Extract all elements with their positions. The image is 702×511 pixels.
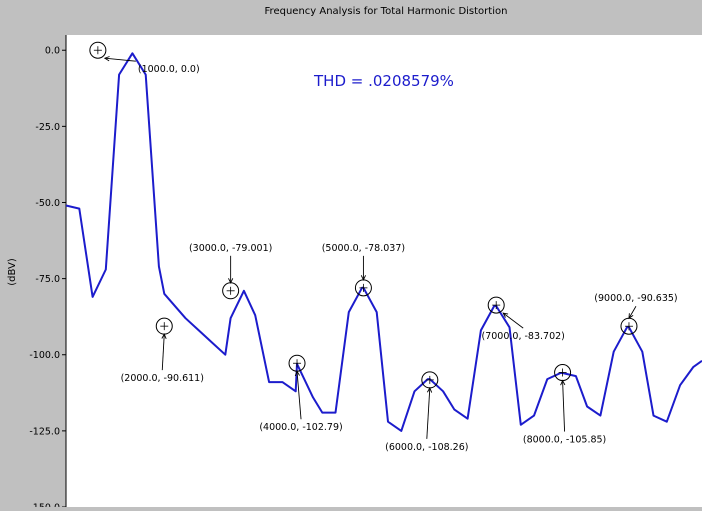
plot-area	[66, 35, 702, 507]
marker-arrowhead	[560, 379, 566, 386]
y-tick-label: -75.0	[35, 274, 60, 285]
marker-arrowhead	[628, 313, 634, 320]
harmonic-marker: (2000.0, -90.611)	[121, 317, 204, 384]
marker-leader	[161, 334, 165, 371]
y-tick-label: -50.0	[35, 198, 60, 209]
harmonic-marker: (4000.0, -102.79)	[259, 354, 343, 433]
chart-title: Frequency Analysis for Total Harmonic Di…	[265, 6, 508, 17]
marker-label: (3000.0, -79.001)	[189, 243, 272, 254]
y-tick-label: -125.0	[29, 426, 60, 437]
marker-leader	[426, 387, 431, 439]
y-tick-label: -100.0	[29, 350, 60, 361]
marker-leader	[296, 371, 302, 420]
marker-arrowhead	[161, 333, 167, 339]
marker-label: (2000.0, -90.611)	[121, 373, 204, 384]
y-axis-label: (dBV)	[7, 258, 18, 286]
marker-leader	[628, 305, 637, 319]
marker-label: (4000.0, -102.79)	[259, 422, 342, 433]
line-layer	[65, 52, 702, 432]
marker-label: (6000.0, -108.26)	[385, 442, 468, 453]
marker-label: (9000.0, -90.635)	[594, 293, 677, 304]
y-axis: 0.0 -25.0 -50.0 -75.0 -100.0 -125.0 -150.0	[29, 35, 67, 511]
harmonic-marker: (8000.0, -105.85)	[523, 364, 606, 446]
harmonic-marker: (9000.0, -90.635)	[594, 293, 678, 335]
harmonic-marker: (7000.0, -83.702)	[482, 296, 565, 342]
y-tick-label: 0.0	[45, 46, 60, 57]
marker-leader	[502, 312, 524, 329]
marker-arrowhead	[360, 275, 366, 281]
marker-arrowhead	[426, 386, 433, 393]
harmonic-marker: (1000.0, 0.0)	[89, 41, 200, 75]
marker-label: (5000.0, -78.037)	[322, 243, 405, 254]
thd-annotation: THD = .0208579%	[313, 72, 454, 90]
harmonic-marker: (3000.0, -79.001)	[189, 243, 272, 300]
harmonic-marker: (5000.0, -78.037)	[322, 243, 405, 297]
marker-layer: (1000.0, 0.0) (2000.0, -90.611) (3000.0, -…	[89, 41, 678, 453]
marker-leader	[104, 57, 136, 62]
marker-arrowhead	[294, 370, 300, 377]
marker-arrowhead	[502, 312, 509, 318]
marker-label: (7000.0, -83.702)	[482, 331, 565, 342]
marker-circle	[89, 41, 107, 59]
y-tick-label: -150.0	[29, 503, 60, 508]
marker-arrowhead	[103, 56, 110, 62]
marker-leader	[562, 380, 566, 432]
harmonic-marker: (6000.0, -108.26)	[385, 371, 468, 453]
marker-label: (8000.0, -105.85)	[523, 435, 606, 446]
marker-arrowhead	[228, 278, 234, 284]
y-tick-label: -25.0	[35, 122, 60, 133]
marker-circle	[487, 296, 505, 314]
spectrum-line	[65, 52, 702, 432]
marker-label: (1000.0, 0.0)	[138, 64, 200, 75]
